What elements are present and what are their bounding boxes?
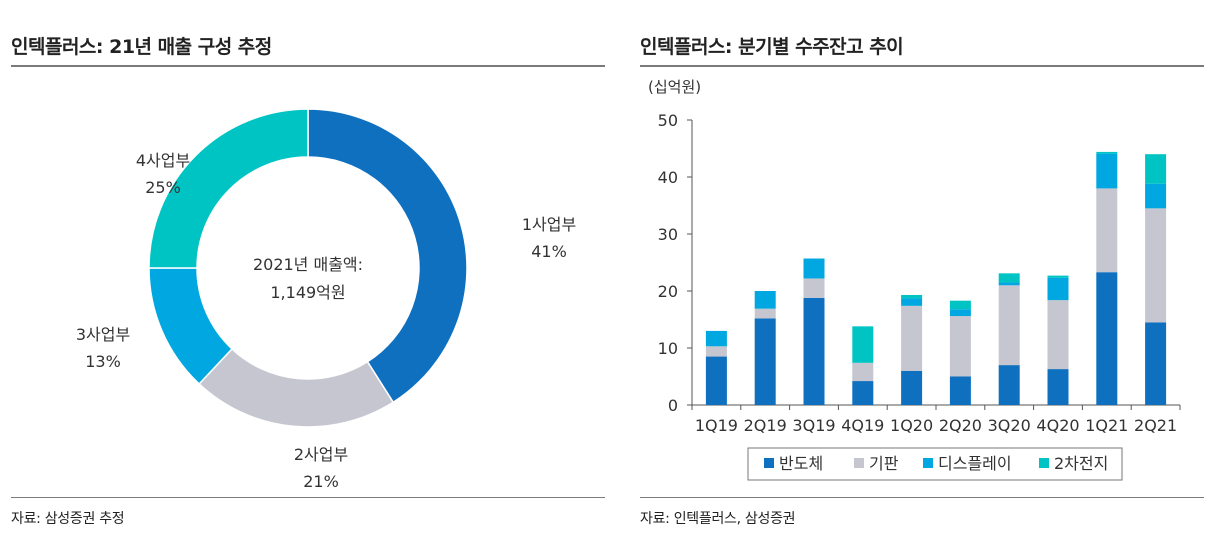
bar-segment [1145, 154, 1167, 184]
y-tick-label: 20 [658, 282, 678, 301]
donut-chart-title: 인텍플러스: 21년 매출 구성 추정 [11, 36, 272, 58]
bar-segment [852, 381, 874, 405]
x-tick-label: 2Q21 [1134, 416, 1177, 435]
legend-label: 디스플레이 [938, 454, 1012, 473]
bar-segment [998, 273, 1020, 283]
x-tick-label: 2Q19 [744, 416, 787, 435]
bar-segment [998, 285, 1020, 366]
x-tick-label: 1Q21 [1085, 416, 1128, 435]
bar-segment [803, 278, 825, 298]
bar-chart-title: 인텍플러스: 분기별 수주잔고 추이 [640, 36, 904, 58]
bar-segment [1096, 151, 1118, 154]
x-tick-label: 3Q19 [792, 416, 835, 435]
donut-slice-1 [307, 108, 468, 404]
donut-center-label: 2021년 매출액: [253, 255, 363, 274]
bar-segment [1145, 183, 1167, 209]
x-tick-label: 1Q19 [695, 416, 738, 435]
x-tick-label: 4Q19 [841, 416, 884, 435]
bar-segment [901, 370, 923, 405]
slice-value-label: 21% [303, 472, 339, 491]
y-tick-label: 50 [658, 111, 678, 130]
stacked-bar-chart: (십억원) 0 10 20 30 40 50 1Q19 2Q19 3Q19 4Q19 1Q20 2Q20… [648, 78, 1181, 481]
bar-segment [998, 282, 1020, 286]
legend-swatch [1039, 458, 1049, 468]
bar-segment [949, 300, 971, 310]
slice-name-label: 1사업부 [522, 215, 576, 234]
bar-segment [1047, 275, 1069, 278]
bar-segment [1047, 277, 1069, 301]
bar-segment [1145, 208, 1167, 323]
bar-segment [1047, 300, 1069, 370]
slice-value-label: 25% [145, 178, 181, 197]
donut-slice-4 [148, 108, 309, 269]
bar-segment [901, 294, 923, 299]
donut-slice-2 [198, 347, 395, 428]
slice-name-label: 2사업부 [294, 445, 348, 464]
donut-center-value: 1,149억원 [270, 283, 345, 302]
bar-segment [1145, 322, 1167, 405]
bar-segment [803, 297, 825, 405]
bar-segment [1096, 272, 1118, 405]
title-rule-left [11, 65, 605, 67]
footer-rule-left [11, 497, 605, 498]
slice-name-label: 4사업부 [136, 151, 190, 170]
bar-segment [754, 308, 776, 319]
bar-segment [998, 365, 1020, 405]
y-tick-label: 40 [658, 168, 678, 187]
y-axis-unit-label: (십억원) [648, 78, 701, 96]
bar-segment [949, 316, 971, 377]
slice-value-label: 41% [531, 242, 567, 261]
bar-segment [1047, 369, 1069, 405]
legend-label: 기판 [869, 454, 899, 473]
bar-segment [949, 309, 971, 317]
source-note-right: 자료: 인텍플러스, 삼성증권 [640, 511, 796, 527]
bar-segment [852, 326, 874, 363]
x-tick-label: 2Q20 [939, 416, 982, 435]
bar-segment [705, 330, 727, 347]
legend-label: 2차전지 [1054, 454, 1108, 473]
bar-segment [754, 291, 776, 309]
legend-swatch [764, 458, 774, 468]
bar-segment [754, 318, 776, 405]
donut-chart: 1사업부 41% 2사업부 21% 3사업부 13% 4사업부 25% 2021년 매출액: 1,… [76, 108, 576, 491]
slice-value-label: 13% [85, 352, 121, 371]
legend-swatch [923, 458, 933, 468]
bar-segment [1096, 153, 1118, 189]
legend-swatch [854, 458, 864, 468]
legend-label: 반도체 [779, 454, 823, 473]
bar-segment [803, 258, 825, 279]
source-note-left: 자료: 삼성증권 추정 [11, 511, 125, 527]
title-rule-right [640, 65, 1204, 67]
legend-box [747, 447, 1123, 481]
bar-segment [705, 346, 727, 357]
x-tick-label: 4Q20 [1036, 416, 1079, 435]
slice-name-label: 3사업부 [76, 325, 130, 344]
footer-rule-right [640, 497, 1204, 498]
bar-segment [1096, 188, 1118, 273]
bar-segment [852, 362, 874, 382]
y-tick-label: 30 [658, 225, 678, 244]
x-tick-label: 3Q20 [988, 416, 1031, 435]
bar-segment [949, 376, 971, 405]
y-tick-label: 0 [668, 396, 678, 415]
bar-segment [901, 305, 923, 371]
bar-segment [705, 356, 727, 405]
y-tick-label: 10 [658, 339, 678, 358]
x-tick-label: 1Q20 [890, 416, 933, 435]
bar-segment [901, 298, 923, 306]
chart-legend: 반도체 기판 디스플레이 2차전지 [747, 447, 1123, 481]
